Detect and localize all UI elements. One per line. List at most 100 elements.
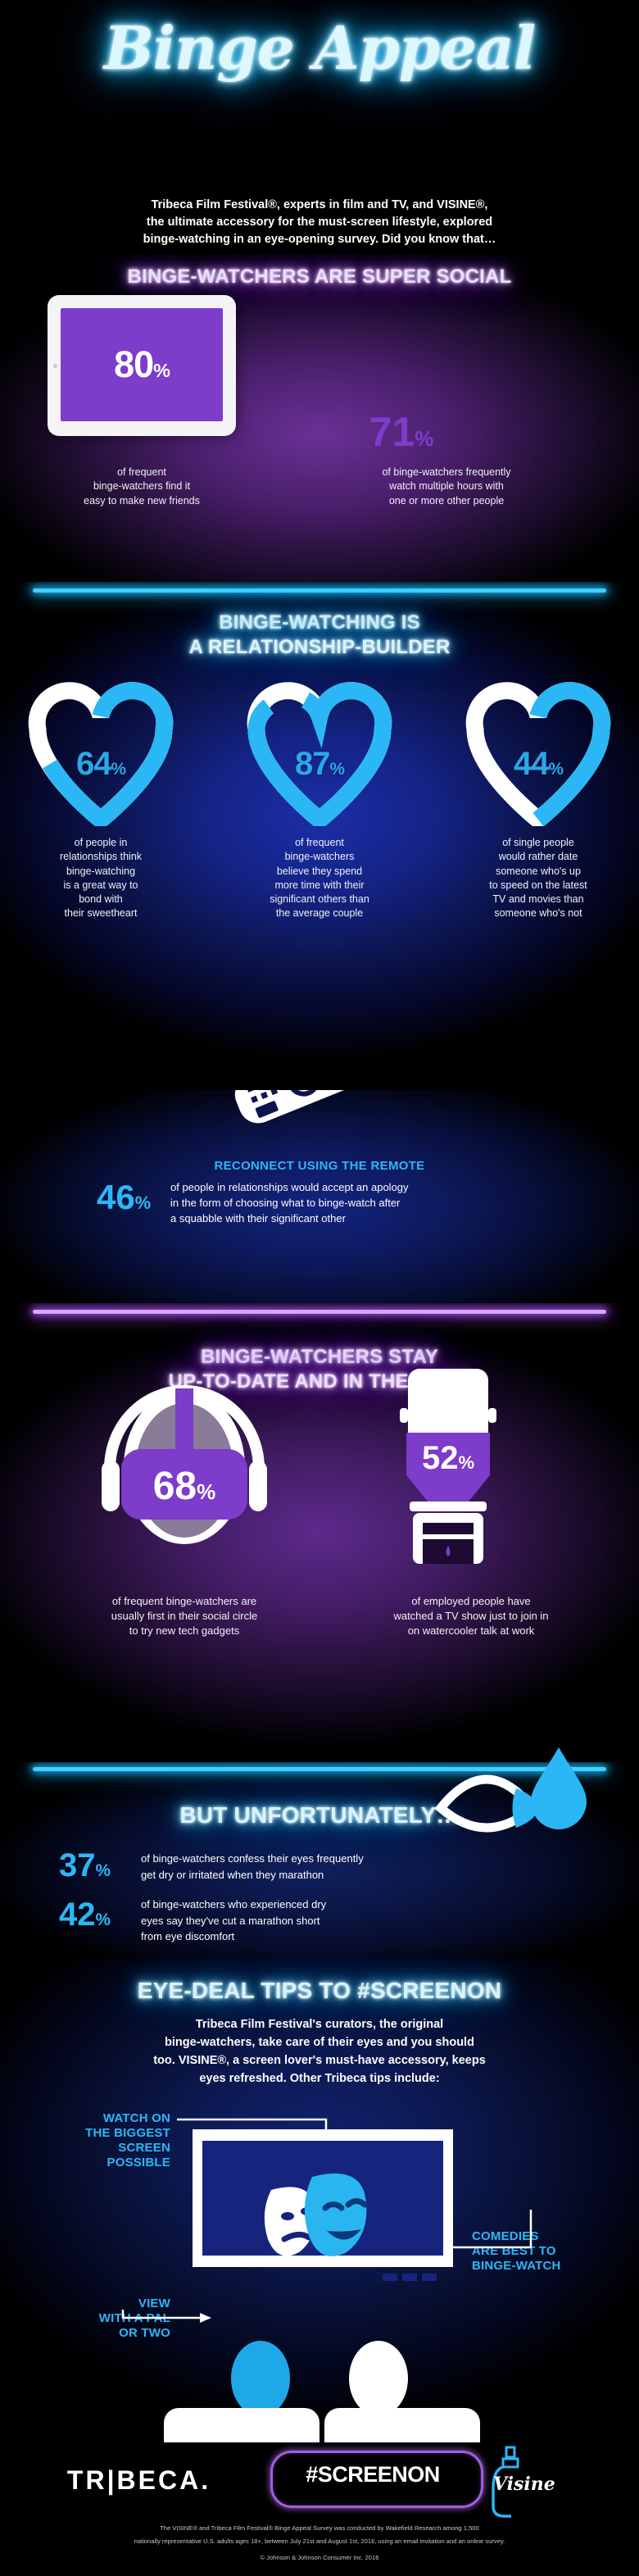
heart-icon <box>247 682 392 831</box>
fineprint-l1: The VISINE® and Tribeca Film Festival® B… <box>160 2524 479 2532</box>
caption-80: of frequent binge-watchers find it easy … <box>33 466 251 508</box>
tip-line: ARE BEST TO <box>472 2244 556 2258</box>
tip-line: SCREEN <box>118 2141 170 2155</box>
caption-42: of binge-watchers who experienced dry ey… <box>141 1897 485 1945</box>
screenon-badge-frame <box>270 2451 483 2508</box>
heart-icon <box>465 682 611 831</box>
caption-68-l3: to try new tech gadgets <box>129 1624 240 1637</box>
visine-bottle-icon <box>492 2446 519 2518</box>
cap-line: believe they spend <box>276 865 363 877</box>
caption-52-l1: of employed people have <box>411 1595 531 1607</box>
cap-line: is a great way to <box>63 879 138 891</box>
remote-eyebrow: RECONNECT USING THE REMOTE <box>214 1159 425 1173</box>
tips-body-l3: too. VISINE®, a screen lover's must-have… <box>153 2054 486 2067</box>
tips-body-l4: eyes refreshed. Other Tribeca tips inclu… <box>199 2072 440 2085</box>
stat-value-71: 71% <box>369 409 434 455</box>
tips-body-l2: binge-watchers, take care of their eyes … <box>165 2036 474 2049</box>
intro-text-2: the ultimate accessory for the must-scre… <box>146 216 493 229</box>
stat-value-80: 80% <box>114 343 170 385</box>
heart-stat-64: 64% <box>23 682 179 831</box>
tip-line: VIEW <box>138 2297 170 2310</box>
cap-line: more time with their <box>274 879 365 891</box>
percent-symbol: % <box>95 1910 111 1929</box>
caption-68-l1: of frequent binge-watchers are <box>111 1595 257 1607</box>
section-header-unfortunately: BUT UNFORTUNATELY… <box>179 1802 460 1828</box>
tips-body-l1: Tribeca Film Festival's curators, the or… <box>195 2018 444 2031</box>
heart-value-87: 87% <box>295 746 345 782</box>
percent-symbol: % <box>134 1193 152 1213</box>
heart-caption-64: of people in relationships think binge-w… <box>23 836 179 921</box>
caption-80-l2: binge-watchers find it <box>93 480 191 493</box>
tip-line: THE BIGGEST <box>85 2126 170 2140</box>
cap-line: would rather date <box>498 851 578 863</box>
page-title: Binge Appeal <box>103 13 536 83</box>
tip-line: WITH A PAL <box>98 2311 170 2325</box>
tip-label-biggest-screen: WATCH ON THE BIGGEST SCREEN POSSIBLE <box>39 2111 170 2170</box>
intro-line-2: the ultimate accessory for the must-scre… <box>0 214 639 231</box>
percent-symbol: % <box>329 760 345 779</box>
caption-42-l1: of binge-watchers who experienced dry <box>141 1898 327 1910</box>
tip-line: OR TWO <box>119 2326 170 2340</box>
cap-line: significant others than <box>270 893 369 905</box>
fineprint-l2: nationally representative U.S. adults ag… <box>134 2537 505 2545</box>
vr-headset-icon: 68% <box>102 1385 267 1544</box>
tablet-icon: 80% <box>48 295 236 436</box>
stat-value-37: 37% <box>59 1847 111 1883</box>
percent-symbol: % <box>111 760 126 779</box>
remote-caption-l1: of people in relationships would accept … <box>170 1181 409 1193</box>
caption-52-l3: on watercooler talk at work <box>407 1624 535 1637</box>
caption-42-l3: from eye discomfort <box>141 1930 235 1942</box>
stat-value-42: 42% <box>59 1897 111 1933</box>
tip-label-comedies: COMEDIES ARE BEST TO BINGE-WATCH <box>472 2229 619 2274</box>
caption-80-l1: of frequent <box>117 466 166 478</box>
caption-52: of employed people have watched a TV sho… <box>328 1594 614 1638</box>
relationship-section: BINGE-WATCHING IS A RELATIONSHIP-BUILDER… <box>0 582 639 1090</box>
cap-line: their sweetheart <box>64 907 138 920</box>
remote-section: RECONNECT USING THE REMOTE 46% of people… <box>0 1090 639 1303</box>
caption-37-l2: get dry or irritated when they marathon <box>141 1868 324 1881</box>
tip-line: BINGE-WATCH <box>472 2259 561 2273</box>
section-header-tips: EYE-DEAL TIPS TO #SCREENON <box>137 1978 502 2003</box>
water-cooler-icon: 52% <box>400 1369 496 1564</box>
section-header-social: BINGE-WATCHERS ARE SUPER SOCIAL <box>127 266 512 288</box>
tablet-screen: 80% <box>61 308 223 421</box>
cap-line: someone who's up <box>496 865 581 877</box>
tablet-home-dot <box>53 364 57 368</box>
heart-icon <box>28 682 174 831</box>
heart-value-44: 44% <box>514 746 564 782</box>
remote-caption-l2: in the form of choosing what to binge-wa… <box>170 1196 401 1209</box>
tv-remote-icon <box>234 1090 371 1124</box>
cap-line: the average couple <box>275 907 364 920</box>
remote-caption-l3: a squabble with their significant other <box>170 1211 346 1224</box>
caption-68-l2: usually first in their social circle <box>111 1609 258 1622</box>
intro-line-3: binge-watching in an eye-opening survey.… <box>0 231 639 248</box>
cap-line: someone who's not <box>494 907 582 920</box>
social-section: BINGE-WATCHERS ARE SUPER SOCIAL 80% of f… <box>0 254 639 582</box>
hero-section: Binge Appeal Tribeca Film Festival®, exp… <box>0 0 639 254</box>
percent-symbol: % <box>153 360 170 381</box>
tip-line: COMEDIES <box>472 2229 539 2243</box>
cap-line: relationships think <box>59 851 143 863</box>
cap-line: of single people <box>502 837 574 848</box>
tv-with-theatre-masks-icon <box>193 2129 453 2281</box>
cap-line: of frequent <box>295 837 344 848</box>
caption-71-l2: watch multiple hours with <box>389 480 504 493</box>
caption-42-l2: eyes say they've cut a marathon short <box>141 1914 320 1927</box>
heart-stat-44: 44% <box>460 682 616 831</box>
percent-symbol: % <box>95 1861 111 1880</box>
visine-logo: Visine <box>493 2474 555 2495</box>
caption-52-l2: watched a TV show just to join in <box>393 1609 549 1622</box>
cap-line: TV and movies than <box>492 893 584 905</box>
screenon-logo: #SCREENON <box>306 2462 440 2487</box>
percent-symbol: % <box>415 426 434 451</box>
intro-text-1: Tribeca Film Festival®, experts in film … <box>151 198 488 211</box>
section-header-relationship-l2: A RELATIONSHIP-BUILDER <box>188 636 451 658</box>
cap-line: bond with <box>79 893 123 905</box>
tribeca-logo: TR|BECA. <box>66 2465 211 2495</box>
caption-37-l1: of binge-watchers confess their eyes fre… <box>141 1852 364 1865</box>
copyright-notice: © Johnson & Johnson Consumer Inc. 2016 <box>260 2554 379 2561</box>
caption-80-l3: easy to make new friends <box>84 494 200 507</box>
cap-line: of people in <box>74 837 128 848</box>
cap-line: binge-watching <box>66 865 136 877</box>
caption-37: of binge-watchers confess their eyes fre… <box>141 1851 510 1883</box>
